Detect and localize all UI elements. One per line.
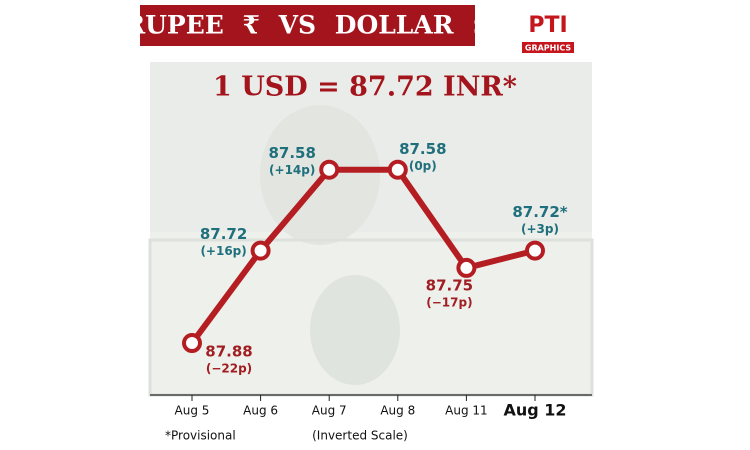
change-label: (+3p) (521, 222, 559, 236)
x-tick-label: Aug 11 (445, 404, 488, 418)
x-tick-label: Aug 5 (175, 404, 210, 418)
note-portrait (260, 105, 380, 245)
subtitle: 1 USD = 87.72 INR* (213, 72, 517, 103)
value-label: 87.58 (268, 144, 315, 162)
change-label: (+16p) (200, 244, 246, 258)
data-point (525, 240, 545, 261)
change-label: (0p) (409, 159, 437, 173)
data-line (189, 166, 536, 345)
data-point (182, 333, 202, 354)
x-tick-label: Aug 12 (503, 401, 566, 420)
logo-strip (522, 42, 574, 53)
data-point (387, 159, 408, 180)
change-label: (+14p) (269, 163, 315, 177)
value-label: 87.72* (512, 203, 567, 221)
value-label: 87.58 (399, 140, 446, 158)
x-tick-label: Aug 7 (312, 404, 347, 418)
dollar-portrait (310, 275, 400, 385)
change-label: (−17p) (426, 295, 472, 309)
change-label: (−22p) (206, 362, 252, 376)
value-label: 87.88 (205, 343, 252, 361)
title-banner (140, 5, 475, 46)
data-point (456, 257, 477, 278)
scale-note: (Inverted Scale) (312, 429, 408, 443)
value-label: 87.72 (200, 225, 247, 243)
x-tick-label: Aug 8 (380, 404, 415, 418)
logo: PTI (528, 13, 567, 38)
footnote: *Provisional (165, 429, 236, 443)
chart-title: RUPEE ₹ VS DOLLAR $ (124, 11, 489, 40)
x-tick-label: Aug 6 (243, 404, 278, 418)
value-label: 87.75 (426, 276, 473, 294)
logo-subtitle: GRAPHICS (525, 44, 571, 53)
data-point (250, 240, 271, 261)
data-point (319, 159, 340, 180)
